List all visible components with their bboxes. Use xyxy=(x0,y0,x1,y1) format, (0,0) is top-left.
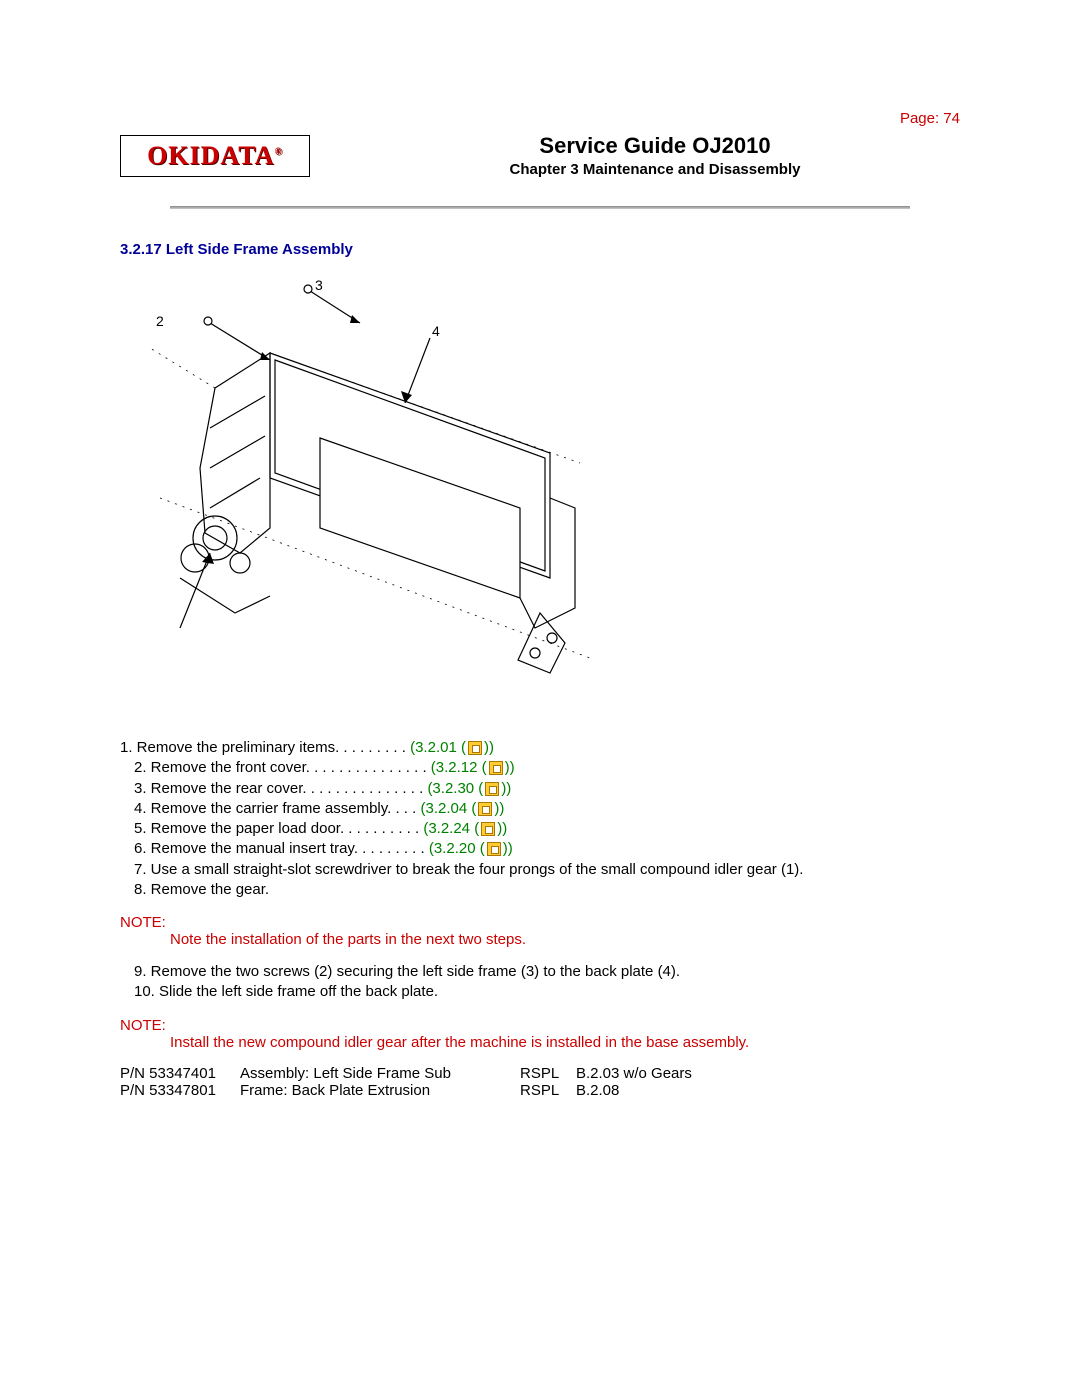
doc-subtitle: Chapter 3 Maintenance and Disassembly xyxy=(350,161,960,178)
callout-4: 4 xyxy=(432,323,440,339)
procedure-steps-plain-1: 7. Use a small straight-slot screwdriver… xyxy=(120,860,960,901)
step-row: 3. Remove the rear cover. . . . . . . . … xyxy=(120,779,960,799)
section-heading: 3.2.17 Left Side Frame Assembly xyxy=(120,241,960,258)
step-reference-link[interactable]: (3.2.30 ()) xyxy=(427,779,511,799)
parts-table: P/N 53347401Assembly: Left Side Frame Su… xyxy=(120,1065,960,1099)
doc-title: Service Guide OJ2010 xyxy=(350,133,960,159)
jump-icon xyxy=(487,842,501,856)
brand-logo-text: OKIDATA® xyxy=(147,141,283,171)
step-reference-link[interactable]: (3.2.01 ()) xyxy=(410,738,494,758)
part-ref: B.2.08 xyxy=(576,1082,960,1099)
step-text: 6. Remove the manual insert tray. . . . … xyxy=(134,839,429,859)
page-number: Page: 74 xyxy=(120,110,960,127)
jump-icon xyxy=(478,802,492,816)
step-reference-link[interactable]: (3.2.24 ()) xyxy=(423,819,507,839)
brand-logo: OKIDATA® xyxy=(120,135,310,177)
registered-mark: ® xyxy=(274,146,282,157)
part-rspl: RSPL xyxy=(520,1082,576,1099)
parts-row: P/N 53347401Assembly: Left Side Frame Su… xyxy=(120,1065,960,1082)
procedure-steps-plain-2: 9. Remove the two screws (2) securing th… xyxy=(120,962,960,1003)
step-reference-link[interactable]: (3.2.04 ()) xyxy=(420,799,504,819)
jump-icon xyxy=(481,822,495,836)
callout-2: 2 xyxy=(156,313,164,329)
header: OKIDATA® Service Guide OJ2010 Chapter 3 … xyxy=(120,133,960,178)
step-row: 5. Remove the paper load door. . . . . .… xyxy=(120,819,960,839)
part-number: P/N 53347401 xyxy=(120,1065,240,1082)
note-body-2: Install the new compound idler gear afte… xyxy=(120,1034,960,1051)
step-row: 9. Remove the two screws (2) securing th… xyxy=(120,962,960,982)
step-text: 5. Remove the paper load door. . . . . .… xyxy=(134,819,423,839)
step-row: 4. Remove the carrier frame assembly. . … xyxy=(120,799,960,819)
step-text: 4. Remove the carrier frame assembly. . … xyxy=(134,799,420,819)
step-text: 2. Remove the front cover. . . . . . . .… xyxy=(134,758,431,778)
procedure-steps: 1. Remove the preliminary items. . . . .… xyxy=(120,738,960,860)
step-row: 7. Use a small straight-slot screwdriver… xyxy=(120,860,960,880)
title-block: Service Guide OJ2010 Chapter 3 Maintenan… xyxy=(350,133,960,178)
jump-icon xyxy=(485,782,499,796)
part-desc: Assembly: Left Side Frame Sub xyxy=(240,1065,520,1082)
step-row: 8. Remove the gear. xyxy=(120,880,960,900)
part-ref: B.2.03 w/o Gears xyxy=(576,1065,960,1082)
assembly-diagram: 2 3 4 xyxy=(120,278,600,698)
part-rspl: RSPL xyxy=(520,1065,576,1082)
step-row: 1. Remove the preliminary items. . . . .… xyxy=(120,738,960,758)
divider xyxy=(170,206,910,209)
jump-icon xyxy=(489,761,503,775)
note-body-1: Note the installation of the parts in th… xyxy=(120,931,960,948)
note-label-1: NOTE: xyxy=(120,914,960,931)
step-row: 6. Remove the manual insert tray. . . . … xyxy=(120,839,960,859)
callout-3: 3 xyxy=(315,278,323,293)
part-desc: Frame: Back Plate Extrusion xyxy=(240,1082,520,1099)
jump-icon xyxy=(468,741,482,755)
step-reference-link[interactable]: (3.2.12 ()) xyxy=(431,758,515,778)
parts-row: P/N 53347801Frame: Back Plate ExtrusionR… xyxy=(120,1082,960,1099)
step-row: 10. Slide the left side frame off the ba… xyxy=(120,982,960,1002)
step-row: 2. Remove the front cover. . . . . . . .… xyxy=(120,758,960,778)
step-text: 3. Remove the rear cover. . . . . . . . … xyxy=(134,779,427,799)
step-reference-link[interactable]: (3.2.20 ()) xyxy=(429,839,513,859)
part-number: P/N 53347801 xyxy=(120,1082,240,1099)
brand-name: OKIDATA xyxy=(147,141,274,170)
note-label-2: NOTE: xyxy=(120,1017,960,1034)
step-text: 1. Remove the preliminary items. . . . .… xyxy=(120,738,410,758)
